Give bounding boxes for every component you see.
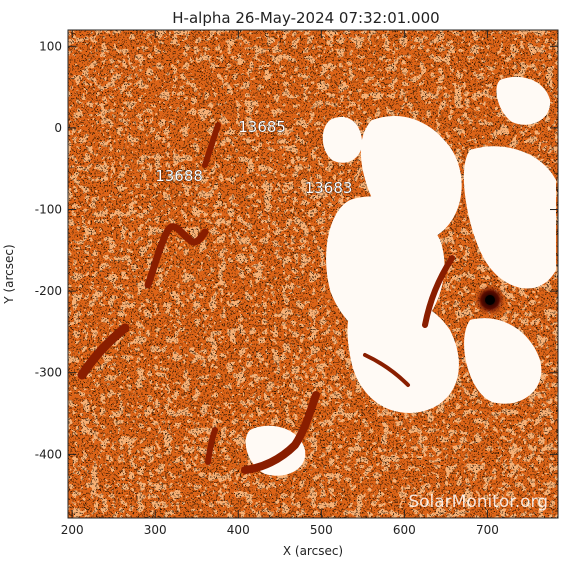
plage-north bbox=[322, 116, 363, 163]
x-axis-label: X (arcsec) bbox=[283, 544, 343, 558]
x-tick-label: 500 bbox=[310, 523, 333, 537]
filament-south bbox=[241, 391, 320, 474]
y-axis-label: Y (arcsec) bbox=[2, 244, 16, 304]
x-tick-label: 300 bbox=[144, 523, 167, 537]
dark-speckle-texture bbox=[68, 30, 558, 518]
y-tick-label: -300 bbox=[35, 366, 62, 380]
h-alpha-image: 13685 13688 13683 SolarMonitor.org bbox=[68, 30, 558, 518]
x-tick-label: 600 bbox=[393, 523, 416, 537]
plage-southwest bbox=[464, 318, 542, 404]
x-tick-label: 400 bbox=[227, 523, 250, 537]
filament-central bbox=[144, 223, 209, 289]
x-axis-ticks: 200 300 400 500 600 700 bbox=[61, 30, 499, 537]
plage-west bbox=[463, 146, 556, 289]
filament-southwest bbox=[77, 323, 130, 380]
y-tick-label: 100 bbox=[39, 39, 62, 53]
filaments bbox=[77, 122, 455, 474]
filament-arc bbox=[422, 255, 455, 328]
filament-lower bbox=[205, 427, 218, 465]
sunspot-umbra bbox=[485, 295, 495, 305]
y-axis-ticks: 100 0 -100 -200 -300 -400 bbox=[35, 39, 558, 461]
active-region-label: 13683 bbox=[305, 179, 353, 197]
filament-north bbox=[202, 122, 221, 168]
filament-east bbox=[363, 353, 410, 387]
watermark: SolarMonitor.org bbox=[408, 492, 548, 512]
x-tick-label: 700 bbox=[476, 523, 499, 537]
active-region-label: 13688 bbox=[155, 167, 203, 185]
plage-regions bbox=[245, 76, 556, 476]
plage-far-west bbox=[496, 76, 551, 125]
active-region-labels: 13685 13688 13683 bbox=[155, 118, 353, 198]
chart-title: H-alpha 26-May-2024 07:32:01.000 bbox=[172, 9, 439, 27]
y-tick-label: -100 bbox=[35, 203, 62, 217]
y-tick-label: -400 bbox=[35, 447, 62, 461]
active-region-label: 13685 bbox=[238, 118, 286, 136]
plage-lower bbox=[347, 296, 459, 413]
y-tick-label: 0 bbox=[54, 121, 62, 135]
x-tick-label: 200 bbox=[61, 523, 84, 537]
plot-frame bbox=[67, 29, 559, 519]
y-tick-label: -200 bbox=[35, 284, 62, 298]
